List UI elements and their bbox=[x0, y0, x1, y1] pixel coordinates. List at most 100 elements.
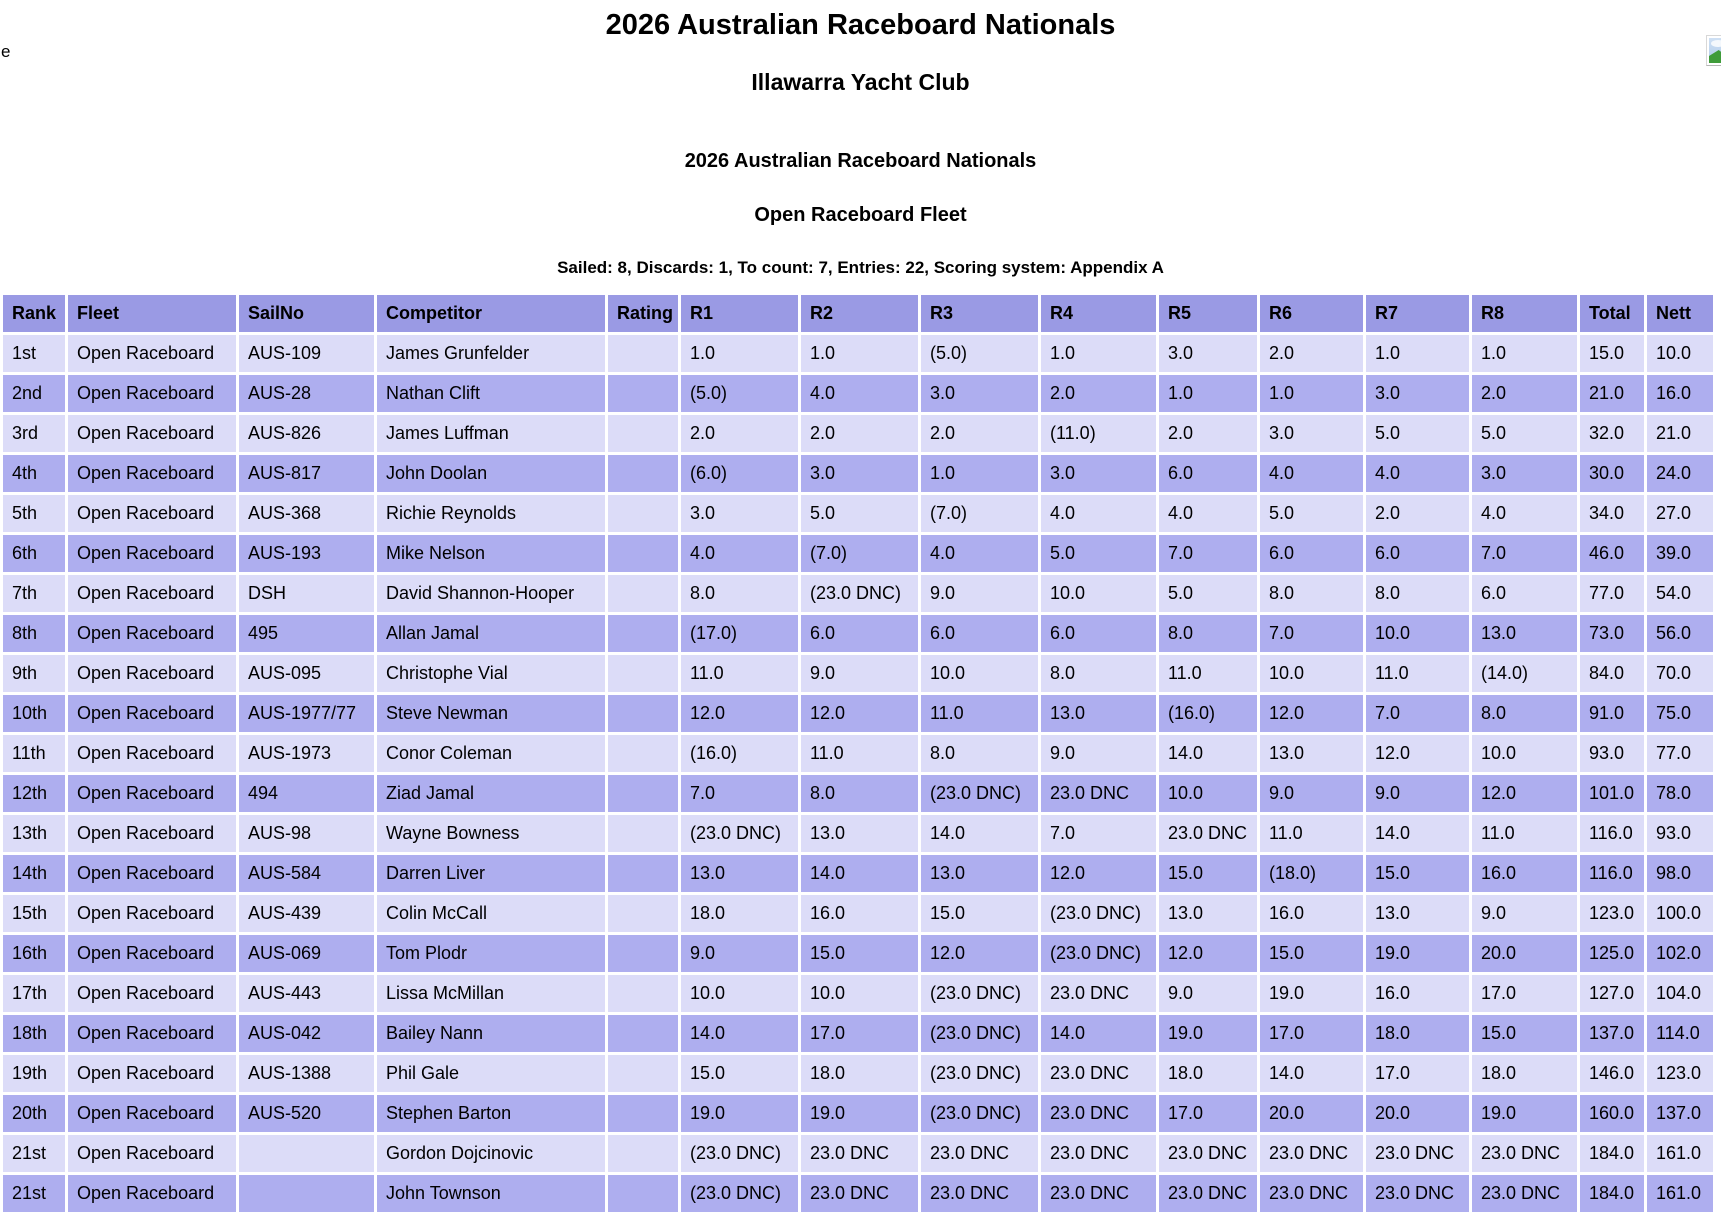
cell-nett: 75.0 bbox=[1647, 695, 1713, 732]
cell-nett: 102.0 bbox=[1647, 935, 1713, 972]
hill-shape bbox=[1709, 50, 1721, 63]
cell-fleet: Open Raceboard bbox=[68, 495, 236, 532]
cell-r1: 3.0 bbox=[681, 495, 798, 532]
cell-r7: 9.0 bbox=[1366, 775, 1469, 812]
cell-sailno: AUS-1388 bbox=[239, 1055, 374, 1092]
cell-sailno: 495 bbox=[239, 615, 374, 652]
cell-r5: 6.0 bbox=[1159, 455, 1257, 492]
cell-total: 101.0 bbox=[1580, 775, 1644, 812]
results-page: e 2026 Australian Raceboard Nationals Il… bbox=[0, 8, 1721, 1228]
cell-total: 137.0 bbox=[1580, 1015, 1644, 1052]
cell-nett: 114.0 bbox=[1647, 1015, 1713, 1052]
cell-r2: 19.0 bbox=[801, 1095, 918, 1132]
cell-fleet: Open Raceboard bbox=[68, 815, 236, 852]
cell-r7: 23.0 DNC bbox=[1366, 1135, 1469, 1172]
cell-r4: 8.0 bbox=[1041, 655, 1156, 692]
cell-sailno bbox=[239, 1135, 374, 1172]
cell-nett: 161.0 bbox=[1647, 1175, 1713, 1212]
cell-rank: 14th bbox=[3, 855, 65, 892]
cell-fleet: Open Raceboard bbox=[68, 575, 236, 612]
cell-r8: (14.0) bbox=[1472, 655, 1577, 692]
column-header-r2: R2 bbox=[801, 295, 918, 332]
cell-r2: 12.0 bbox=[801, 695, 918, 732]
cell-r6: 23.0 DNC bbox=[1260, 1175, 1363, 1212]
result-row-4: 4th Open Raceboard AUS-817 John Doolan (6.0)… bbox=[3, 455, 1713, 492]
cell-nett: 39.0 bbox=[1647, 535, 1713, 572]
cell-fleet: Open Raceboard bbox=[68, 975, 236, 1012]
cell-rank: 15th bbox=[3, 895, 65, 932]
cell-total: 30.0 bbox=[1580, 455, 1644, 492]
cell-r8: 23.0 DNC bbox=[1472, 1175, 1577, 1212]
cell-r5: 8.0 bbox=[1159, 615, 1257, 652]
cell-competitor: Stephen Barton bbox=[377, 1095, 605, 1132]
cell-r6: 9.0 bbox=[1260, 775, 1363, 812]
cell-rating bbox=[608, 1015, 678, 1052]
cell-r4: 23.0 DNC bbox=[1041, 975, 1156, 1012]
column-header-rank: Rank bbox=[3, 295, 65, 332]
cell-r2: 18.0 bbox=[801, 1055, 918, 1092]
column-header-competitor: Competitor bbox=[377, 295, 605, 332]
cell-sailno bbox=[239, 1175, 374, 1212]
cell-r5: 7.0 bbox=[1159, 535, 1257, 572]
result-row-7: 7th Open Raceboard DSH David Shannon-Hooper… bbox=[3, 575, 1713, 612]
cell-r1: 8.0 bbox=[681, 575, 798, 612]
cell-total: 116.0 bbox=[1580, 855, 1644, 892]
cell-r5: 15.0 bbox=[1159, 855, 1257, 892]
cell-competitor: Ziad Jamal bbox=[377, 775, 605, 812]
cell-total: 93.0 bbox=[1580, 735, 1644, 772]
cell-competitor: David Shannon-Hooper bbox=[377, 575, 605, 612]
cell-r7: 2.0 bbox=[1366, 495, 1469, 532]
cell-competitor: Conor Coleman bbox=[377, 735, 605, 772]
cell-r2: 6.0 bbox=[801, 615, 918, 652]
result-row-8: 8th Open Raceboard 495 Allan Jamal (17.0) 6.0… bbox=[3, 615, 1713, 652]
cell-fleet: Open Raceboard bbox=[68, 1015, 236, 1052]
cell-rank: 11th bbox=[3, 735, 65, 772]
cell-r2: 5.0 bbox=[801, 495, 918, 532]
cell-r3: 23.0 DNC bbox=[921, 1135, 1038, 1172]
cell-rating bbox=[608, 575, 678, 612]
cell-rank: 21st bbox=[3, 1175, 65, 1212]
cell-r4: 13.0 bbox=[1041, 695, 1156, 732]
cell-r2: 16.0 bbox=[801, 895, 918, 932]
cell-rank: 7th bbox=[3, 575, 65, 612]
cell-r8: 17.0 bbox=[1472, 975, 1577, 1012]
cell-sailno: AUS-28 bbox=[239, 375, 374, 412]
cell-nett: 161.0 bbox=[1647, 1135, 1713, 1172]
cell-fleet: Open Raceboard bbox=[68, 415, 236, 452]
cell-r7: 23.0 DNC bbox=[1366, 1175, 1469, 1212]
cell-sailno: AUS-1977/77 bbox=[239, 695, 374, 732]
cell-rank: 1st bbox=[3, 335, 65, 372]
cell-r5: 13.0 bbox=[1159, 895, 1257, 932]
cell-r2: 2.0 bbox=[801, 415, 918, 452]
cell-rating bbox=[608, 455, 678, 492]
cell-r3: 15.0 bbox=[921, 895, 1038, 932]
cell-fleet: Open Raceboard bbox=[68, 1055, 236, 1092]
cell-total: 127.0 bbox=[1580, 975, 1644, 1012]
cell-r4: 5.0 bbox=[1041, 535, 1156, 572]
cell-r6: 19.0 bbox=[1260, 975, 1363, 1012]
cell-total: 91.0 bbox=[1580, 695, 1644, 732]
cell-r7: 4.0 bbox=[1366, 455, 1469, 492]
cell-r7: 15.0 bbox=[1366, 855, 1469, 892]
column-header-sailno: SailNo bbox=[239, 295, 374, 332]
cell-r3: (23.0 DNC) bbox=[921, 1015, 1038, 1052]
cell-r7: 6.0 bbox=[1366, 535, 1469, 572]
cell-nett: 70.0 bbox=[1647, 655, 1713, 692]
result-row-21: 21st Open Raceboard Gordon Dojcinovic (23.0… bbox=[3, 1135, 1713, 1172]
cell-rank: 6th bbox=[3, 535, 65, 572]
cell-r8: 16.0 bbox=[1472, 855, 1577, 892]
cell-total: 184.0 bbox=[1580, 1175, 1644, 1212]
cell-r1: (6.0) bbox=[681, 455, 798, 492]
cell-rating bbox=[608, 1095, 678, 1132]
cell-r6: 20.0 bbox=[1260, 1095, 1363, 1132]
cell-rank: 8th bbox=[3, 615, 65, 652]
cell-r4: 6.0 bbox=[1041, 615, 1156, 652]
cell-rating bbox=[608, 775, 678, 812]
result-row-1: 1st Open Raceboard AUS-109 James Grunfelder… bbox=[3, 335, 1713, 372]
cell-r3: 10.0 bbox=[921, 655, 1038, 692]
cell-r1: 12.0 bbox=[681, 695, 798, 732]
cell-r4: (11.0) bbox=[1041, 415, 1156, 452]
cell-competitor: Darren Liver bbox=[377, 855, 605, 892]
cell-rating bbox=[608, 935, 678, 972]
cell-r5: 18.0 bbox=[1159, 1055, 1257, 1092]
